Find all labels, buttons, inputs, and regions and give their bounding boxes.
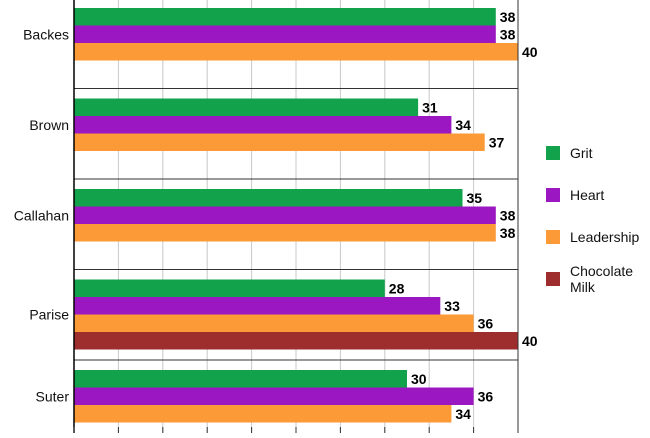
legend-label-chocolate-milk: Chocolate Milk — [570, 263, 633, 295]
value-label-callahan-leadership: 38 — [500, 225, 516, 241]
value-label-brown-grit: 31 — [422, 99, 438, 115]
category-label-suter: Suter — [36, 388, 70, 404]
value-label-brown-heart: 34 — [455, 117, 471, 133]
legend-swatch-heart — [546, 188, 560, 202]
legend-label-leadership: Leadership — [570, 229, 639, 245]
bar-suter-grit — [74, 370, 407, 388]
bar-backes-leadership — [74, 43, 518, 61]
bar-callahan-grit — [74, 189, 463, 207]
bar-callahan-leadership — [74, 224, 496, 242]
value-label-callahan-grit: 35 — [467, 190, 483, 206]
bar-brown-heart — [74, 116, 452, 134]
value-label-brown-leadership: 37 — [489, 134, 505, 150]
value-label-callahan-heart: 38 — [500, 207, 516, 223]
value-label-parise-chocolate-milk: 40 — [522, 333, 538, 349]
value-label-backes-leadership: 40 — [522, 44, 538, 60]
legend-swatch-chocolate-milk — [546, 272, 560, 286]
legend-swatch-grit — [546, 146, 560, 160]
value-label-backes-grit: 38 — [500, 9, 516, 25]
bars — [74, 8, 518, 423]
legend: Grit Heart Leadership Chocolate Milk — [546, 145, 639, 295]
bar-parise-grit — [74, 279, 385, 297]
bar-suter-heart — [74, 387, 474, 405]
category-label-backes: Backes — [23, 26, 69, 42]
value-label-parise-grit: 28 — [389, 280, 405, 296]
value-label-backes-heart: 38 — [500, 26, 516, 42]
bar-backes-grit — [74, 8, 496, 26]
category-label-brown: Brown — [29, 117, 69, 133]
value-label-parise-leadership: 36 — [478, 315, 494, 331]
bar-parise-chocolate-milk — [74, 332, 518, 350]
value-label-suter-leadership: 34 — [455, 406, 471, 422]
legend-swatch-leadership — [546, 230, 560, 244]
bar-brown-grit — [74, 98, 419, 116]
bar-callahan-heart — [74, 206, 496, 224]
legend-label-grit: Grit — [570, 145, 593, 161]
labels: 383840Backes313437Brown353838Callahan283… — [14, 9, 538, 422]
legend-label-heart: Heart — [570, 187, 604, 203]
value-label-parise-heart: 33 — [444, 298, 460, 314]
value-label-suter-grit: 30 — [411, 371, 427, 387]
category-label-callahan: Callahan — [14, 207, 69, 223]
bar-brown-leadership — [74, 133, 485, 151]
bar-backes-heart — [74, 25, 496, 43]
bar-parise-heart — [74, 297, 441, 315]
value-label-suter-heart: 36 — [478, 388, 494, 404]
bar-parise-leadership — [74, 314, 474, 332]
axes — [73, 0, 519, 433]
category-label-parise: Parise — [29, 307, 69, 323]
bar-suter-leadership — [74, 405, 452, 423]
